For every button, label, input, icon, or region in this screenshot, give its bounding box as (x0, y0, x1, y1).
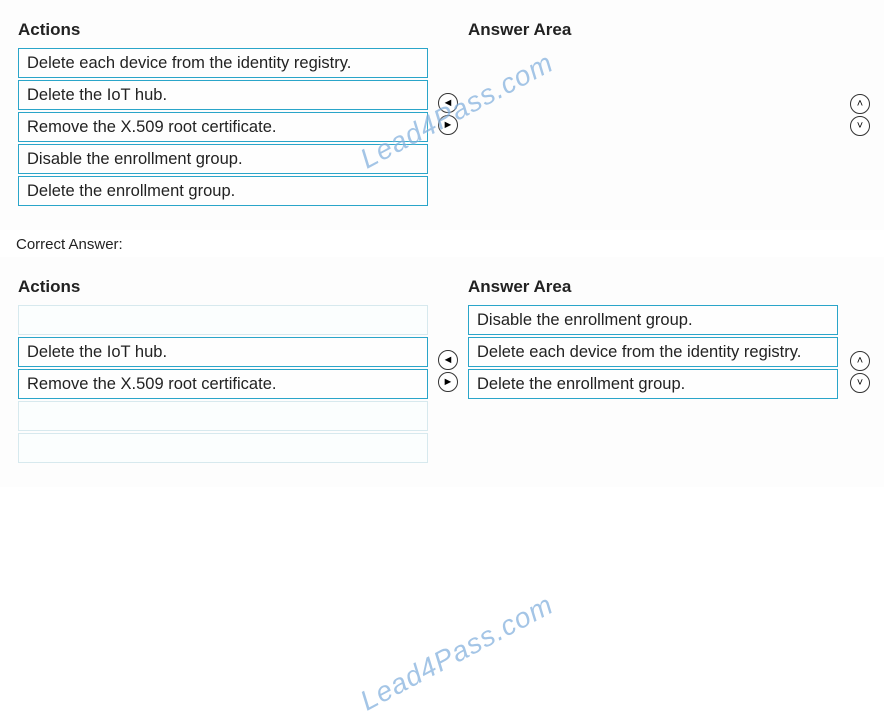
shuttle-column: ◄ ► (428, 20, 468, 208)
action-item[interactable]: Delete the IoT hub. (18, 337, 428, 367)
chevron-up-icon: ˄ (857, 99, 863, 110)
action-item[interactable]: Delete each device from the identity reg… (18, 48, 428, 78)
answer-text: Delete each device from the identity reg… (477, 343, 801, 362)
chevron-left-icon: ◄ (443, 355, 454, 366)
move-right-button[interactable]: ► (438, 115, 458, 135)
empty-slot (18, 305, 428, 335)
reorder-controls: ˄ ˅ (850, 351, 870, 393)
chevron-right-icon: ► (443, 377, 454, 388)
actions-column: Actions Delete each device from the iden… (18, 20, 428, 208)
chevron-left-icon: ◄ (443, 98, 454, 109)
chevron-down-icon: ˅ (857, 378, 863, 389)
shuttle-column: ◄ ► (428, 277, 468, 465)
answer-panel: Actions Delete the IoT hub. Remove the X… (0, 257, 884, 487)
action-text: Remove the X.509 root certificate. (27, 118, 276, 137)
move-right-button[interactable]: ► (438, 372, 458, 392)
action-item[interactable]: Delete the IoT hub. (18, 80, 428, 110)
answer-item[interactable]: Delete each device from the identity reg… (468, 337, 838, 367)
answer-item[interactable]: Delete the enrollment group. (468, 369, 838, 399)
action-item[interactable]: Delete the enrollment group. (18, 176, 428, 206)
shuttle-controls: ◄ ► (438, 93, 458, 135)
question-panel: Actions Delete each device from the iden… (0, 0, 884, 230)
action-text: Delete each device from the identity reg… (27, 54, 351, 73)
answer-column: Answer Area (468, 20, 838, 208)
answer-heading: Answer Area (468, 20, 838, 40)
actions-column: Actions Delete the IoT hub. Remove the X… (18, 277, 428, 465)
action-text: Delete the IoT hub. (27, 86, 167, 105)
empty-slot (18, 433, 428, 463)
answer-heading: Answer Area (468, 277, 838, 297)
chevron-up-icon: ˄ (857, 356, 863, 367)
move-left-button[interactable]: ◄ (438, 93, 458, 113)
move-left-button[interactable]: ◄ (438, 350, 458, 370)
actions-heading: Actions (18, 20, 428, 40)
watermark-text: Lead4Pass.com (355, 589, 559, 717)
action-text: Delete the enrollment group. (27, 182, 235, 201)
empty-slot (18, 401, 428, 431)
answer-text: Disable the enrollment group. (477, 311, 693, 330)
move-up-button[interactable]: ˄ (850, 94, 870, 114)
bottom-columns: Actions Delete the IoT hub. Remove the X… (18, 277, 866, 465)
answer-text: Delete the enrollment group. (477, 375, 685, 394)
move-up-button[interactable]: ˄ (850, 351, 870, 371)
move-down-button[interactable]: ˅ (850, 373, 870, 393)
actions-heading: Actions (18, 277, 428, 297)
answer-item[interactable]: Disable the enrollment group. (468, 305, 838, 335)
reorder-controls: ˄ ˅ (850, 94, 870, 136)
action-text: Delete the IoT hub. (27, 343, 167, 362)
action-text: Disable the enrollment group. (27, 150, 243, 169)
answer-column: Answer Area Disable the enrollment group… (468, 277, 838, 465)
chevron-down-icon: ˅ (857, 121, 863, 132)
move-down-button[interactable]: ˅ (850, 116, 870, 136)
correct-answer-label: Correct Answer: (0, 230, 884, 253)
action-item[interactable]: Remove the X.509 root certificate. (18, 369, 428, 399)
shuttle-controls: ◄ ► (438, 350, 458, 392)
chevron-right-icon: ► (443, 120, 454, 131)
action-text: Remove the X.509 root certificate. (27, 375, 276, 394)
action-item[interactable]: Disable the enrollment group. (18, 144, 428, 174)
action-item[interactable]: Remove the X.509 root certificate. (18, 112, 428, 142)
top-columns: Actions Delete each device from the iden… (18, 20, 866, 208)
